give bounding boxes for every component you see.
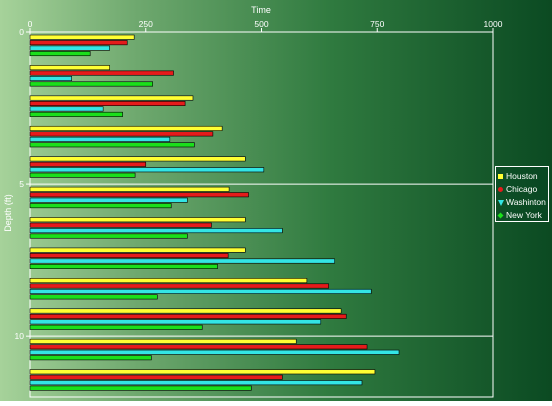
bar-washinton-depth-1 <box>29 76 72 82</box>
bar-chicago-depth-3 <box>29 131 214 137</box>
y-tick-label-0: 0 <box>19 27 24 37</box>
bar-new-york-depth-1 <box>29 81 153 87</box>
bar-washinton-depth-4 <box>29 167 265 173</box>
bar-houston-depth-7 <box>29 247 246 253</box>
x-tick-label-750: 750 <box>370 19 384 29</box>
bar-houston-depth-8 <box>29 278 308 284</box>
bar-new-york-depth-2 <box>29 111 123 117</box>
circle-marker-icon <box>498 187 503 192</box>
bar-washinton-depth-6 <box>29 228 283 234</box>
bar-new-york-depth-11 <box>29 385 252 391</box>
bar-chicago-depth-2 <box>29 100 186 106</box>
bar-chicago-depth-6 <box>29 222 212 228</box>
bar-chicago-depth-8 <box>29 283 329 289</box>
square-marker-icon <box>498 174 503 179</box>
bar-houston-depth-1 <box>29 65 110 71</box>
bar-chicago-depth-0 <box>29 40 128 46</box>
x-tick-label-1000: 1000 <box>484 19 503 29</box>
x-tick-label-250: 250 <box>139 19 153 29</box>
bar-chicago-depth-10 <box>29 344 368 350</box>
legend-label: Washinton <box>506 197 546 207</box>
legend-label: Chicago <box>506 184 538 194</box>
legend-item-new-york: New York <box>497 209 546 222</box>
legend-label: New York <box>506 210 542 220</box>
bar-washinton-depth-9 <box>29 319 322 325</box>
bar-washinton-depth-10 <box>29 349 400 355</box>
legend-item-chicago: Chicago <box>498 183 546 196</box>
bar-new-york-depth-10 <box>29 355 152 361</box>
bar-houston-depth-10 <box>29 338 297 344</box>
bar-washinton-depth-0 <box>29 45 110 51</box>
bar-new-york-depth-5 <box>29 203 172 209</box>
legend: Houston Chicago Washinton New York <box>495 166 549 222</box>
y-tick-label-5: 5 <box>19 179 24 189</box>
bar-new-york-depth-3 <box>29 142 195 148</box>
y-axis-title: Depth (ft) <box>3 194 13 232</box>
bar-washinton-depth-5 <box>29 197 188 203</box>
legend-item-houston: Houston <box>498 170 546 183</box>
bar-houston-depth-2 <box>29 95 194 101</box>
bar-new-york-depth-0 <box>29 51 91 57</box>
bar-washinton-depth-8 <box>29 288 372 294</box>
bar-new-york-depth-7 <box>29 263 218 269</box>
bar-chicago-depth-9 <box>29 313 347 319</box>
bar-houston-depth-5 <box>29 186 230 192</box>
bar-new-york-depth-9 <box>29 324 203 330</box>
bar-chicago-depth-4 <box>29 161 147 167</box>
x-tick-label-0: 0 <box>28 19 33 29</box>
bar-washinton-depth-7 <box>29 258 335 264</box>
bar-washinton-depth-3 <box>29 136 171 142</box>
bar-chicago-depth-5 <box>29 192 249 198</box>
legend-item-washinton: Washinton <box>498 196 546 209</box>
bar-chicago-depth-1 <box>29 70 174 76</box>
bar-new-york-depth-6 <box>29 233 188 239</box>
legend-label: Houston <box>506 171 538 181</box>
bar-houston-depth-6 <box>29 217 246 223</box>
y-tick-label-10: 10 <box>15 331 25 341</box>
x-tick-label-500: 500 <box>254 19 268 29</box>
bar-houston-depth-4 <box>29 156 246 162</box>
bar-houston-depth-11 <box>29 369 376 375</box>
x-axis-title: Time <box>251 5 271 15</box>
diamond-marker-icon <box>497 212 504 219</box>
bar-houston-depth-0 <box>29 34 135 40</box>
bar-washinton-depth-11 <box>29 380 363 386</box>
bar-chicago-depth-7 <box>29 253 229 259</box>
bar-new-york-depth-8 <box>29 294 158 300</box>
bar-chicago-depth-11 <box>29 374 283 380</box>
triangle-marker-icon <box>498 199 504 206</box>
bar-washinton-depth-2 <box>29 106 104 112</box>
bar-new-york-depth-4 <box>29 172 136 178</box>
bar-houston-depth-3 <box>29 125 223 131</box>
bar-houston-depth-9 <box>29 308 342 314</box>
